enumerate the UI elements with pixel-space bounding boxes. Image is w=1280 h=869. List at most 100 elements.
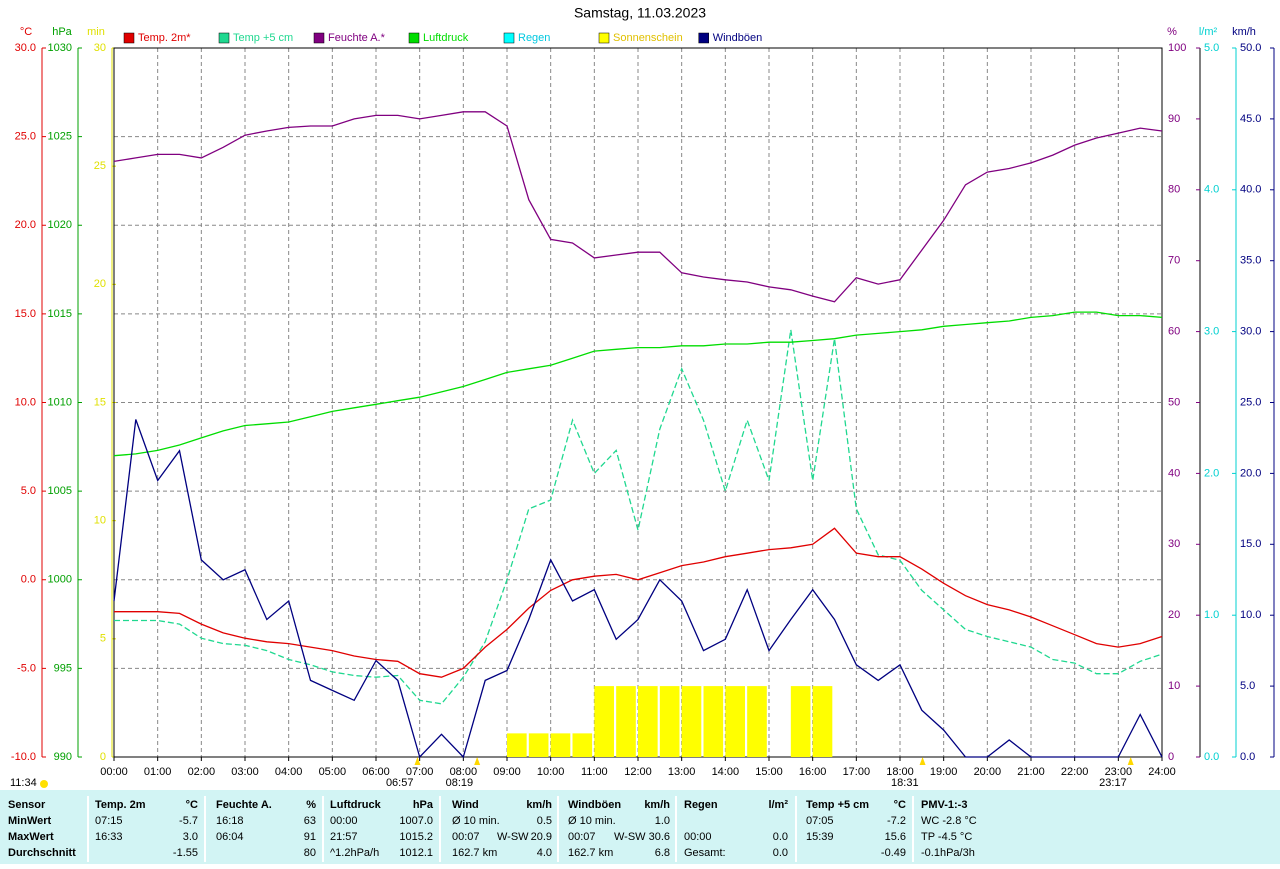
y-tick-label: 40.0 [1240, 184, 1261, 196]
y-tick-label: 30.0 [1240, 326, 1261, 338]
footer-background [0, 790, 1280, 864]
table-cell: -5.7 [179, 815, 198, 827]
y-tick-label: 10.0 [15, 396, 36, 408]
legend-swatch [408, 32, 420, 44]
sun-event: 06:57 [386, 777, 414, 789]
x-tick-label: 23:00 [1105, 766, 1133, 778]
x-tick-label: 10:00 [537, 766, 565, 778]
y-tick-label: 80 [1168, 184, 1180, 196]
table-header: Regen [684, 799, 718, 811]
bar [790, 686, 811, 757]
y-tick-label: 1000 [48, 574, 72, 586]
legend-swatch [218, 32, 230, 44]
table-cell: 63 [304, 815, 316, 827]
legend-swatch [313, 32, 325, 44]
y-tick-label: 1005 [48, 485, 72, 497]
legend-swatch [503, 32, 515, 44]
y-tick-label: 15 [94, 396, 106, 408]
table-cell: ^1.2hPa/h [330, 847, 379, 859]
y-tick-label: 45.0 [1240, 113, 1261, 125]
bar [572, 733, 593, 757]
legend-swatch [698, 32, 709, 44]
legend-label: Windböen [713, 32, 763, 44]
axis-title: l/m² [1199, 26, 1218, 38]
table-header: °C [894, 799, 906, 811]
table-cell: 6.8 [655, 847, 670, 859]
table-cell: Ø 10 min. [452, 815, 500, 827]
x-tick-label: 18:00 [886, 766, 914, 778]
series-line [114, 329, 1163, 705]
legend-label: Sonnenschein [613, 32, 683, 44]
legend-swatch [123, 32, 135, 44]
bar [507, 733, 527, 757]
bar [528, 733, 549, 757]
x-tick-label: 04:00 [275, 766, 303, 778]
bar [594, 686, 614, 757]
y-tick-label: 0 [100, 751, 106, 763]
bar [550, 733, 571, 757]
axis-title: % [1167, 26, 1177, 38]
y-tick-label: 25.0 [15, 131, 36, 143]
table-cell: 1007.0 [399, 815, 433, 827]
y-tick-label: 50 [1168, 396, 1180, 408]
table-cell: 80 [304, 847, 316, 859]
table-header: PMV-1:-3 [921, 799, 967, 811]
legend-label: Luftdruck [423, 32, 469, 44]
table-header: km/h [644, 799, 670, 811]
table-cell: Ø 10 min. [568, 815, 616, 827]
bar [747, 686, 767, 757]
y-tick-label: 1020 [48, 219, 72, 231]
table-header: km/h [526, 799, 552, 811]
y-tick-label: 4.0 [1204, 184, 1219, 196]
table-cell: 3.0 [183, 831, 198, 843]
bar [703, 686, 724, 757]
table-cell: 00:07 [452, 831, 480, 843]
y-tick-label: 0 [1168, 751, 1174, 763]
x-tick-label: 24:00 [1148, 766, 1176, 778]
table-cell: Gesamt: [684, 847, 726, 859]
table-cell: 00:07 [568, 831, 596, 843]
table-cell: 15.6 [885, 831, 906, 843]
table-cell: MinWert [8, 815, 52, 827]
x-tick-label: 21:00 [1017, 766, 1045, 778]
series-line [113, 419, 1163, 759]
x-tick-label: 22:00 [1061, 766, 1089, 778]
table-cell: 07:05 [806, 815, 834, 827]
x-tick-label: 09:00 [493, 766, 521, 778]
table-cell: -0.1hPa/3h [921, 847, 975, 859]
table-cell: 00:00 [330, 815, 358, 827]
table-cell: 1.0 [655, 815, 670, 827]
bar [638, 686, 658, 757]
table-header: Wind [452, 799, 479, 811]
sun-marker [414, 757, 421, 765]
y-tick-label: 90 [1168, 113, 1180, 125]
table-header: Sensor [8, 799, 46, 811]
table-cell: MaxWert [8, 831, 54, 843]
y-tick-label: 50.0 [1240, 42, 1261, 54]
y-tick-label: 2.0 [1204, 467, 1219, 479]
table-cell: 0.0 [773, 847, 788, 859]
x-tick-label: 02:00 [188, 766, 216, 778]
bar [681, 686, 702, 757]
y-tick-label: 0.0 [1240, 751, 1255, 763]
axis-title: min [87, 26, 105, 38]
table-header: Windböen [568, 799, 621, 811]
table-cell: 1015.2 [399, 831, 433, 843]
y-tick-label: 1030 [48, 42, 72, 54]
x-tick-label: 08:00 [450, 766, 478, 778]
y-tick-label: 30 [94, 42, 106, 54]
x-tick-label: 13:00 [668, 766, 696, 778]
y-tick-label: 30 [1168, 538, 1180, 550]
table-cell: -7.2 [887, 815, 906, 827]
y-tick-label: 5 [100, 633, 106, 645]
bar [812, 686, 833, 757]
axis-title: hPa [52, 26, 72, 38]
legend-label: Temp. 2m* [138, 32, 191, 44]
table-cell: 15:39 [806, 831, 834, 843]
y-tick-label: 0.0 [21, 574, 36, 586]
axis-title: km/h [1232, 26, 1256, 38]
y-tick-label: 1.0 [1204, 609, 1219, 621]
y-tick-label: 35.0 [1240, 255, 1261, 267]
